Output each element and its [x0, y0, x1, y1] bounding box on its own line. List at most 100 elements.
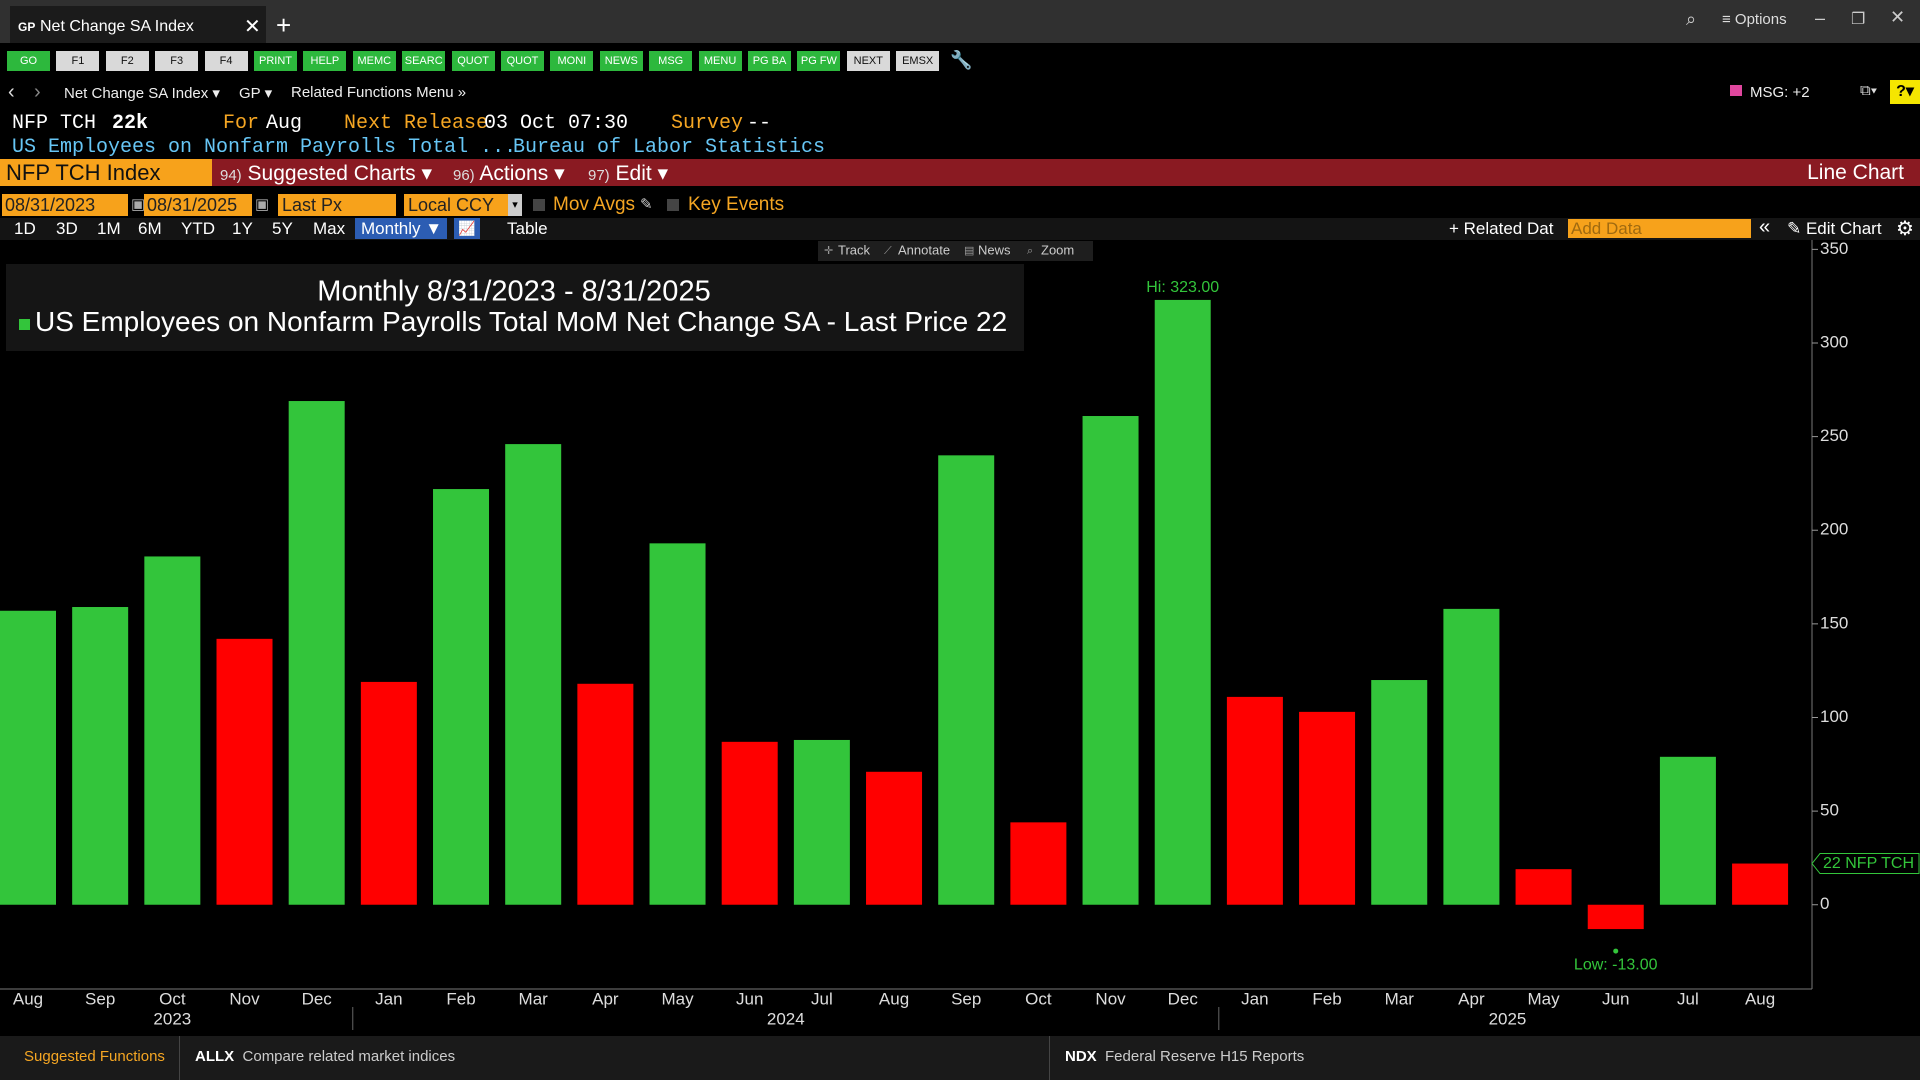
options[interactable]: ≡ Options — [1722, 11, 1787, 28]
x-tick-label: Jun — [1602, 989, 1629, 1008]
pencil-icon[interactable]: ✎ — [640, 196, 653, 213]
calendar-icon[interactable]: ▣ — [255, 196, 270, 213]
msg[interactable]: MSG: +2 — [1750, 84, 1810, 101]
function-key[interactable]: F1 — [56, 51, 100, 71]
legend-box — [6, 264, 1024, 351]
collapse[interactable]: « — [1759, 216, 1771, 238]
x-tick-label: Feb — [446, 989, 475, 1008]
function-key[interactable]: NEWS — [599, 51, 643, 71]
tab[interactable] — [10, 6, 266, 43]
bar — [866, 771, 923, 905]
edit-chart[interactable]: ✎ Edit Chart — [1787, 219, 1882, 238]
chart-tool[interactable]: Annotate — [898, 242, 950, 257]
currency-select[interactable]: Local CCY — [404, 194, 508, 216]
chart-style-button[interactable]: 📈 — [454, 218, 480, 239]
chart-tool[interactable]: Zoom — [1041, 242, 1074, 257]
mov-avgs-checkbox[interactable] — [533, 199, 545, 211]
function-key[interactable]: SEARC — [402, 51, 446, 71]
add-data-input[interactable]: Add Data — [1568, 219, 1751, 238]
table-button[interactable]: Table — [507, 219, 548, 238]
function-key[interactable]: MEMC — [352, 51, 396, 71]
price-tag-box — [1811, 853, 1920, 875]
search-icon[interactable]: ⌕ — [1686, 9, 1697, 29]
function-key[interactable]: PG BA — [748, 51, 791, 71]
period-button[interactable]: 1M — [97, 219, 121, 238]
band-menu[interactable]: 96) Actions ▾ — [453, 162, 565, 185]
key-events[interactable]: Key Events — [688, 194, 785, 215]
band-menu[interactable]: 94) Suggested Charts ▾ — [220, 162, 433, 185]
period-button[interactable]: Max — [313, 219, 346, 238]
wrench[interactable]: 🔧 — [950, 50, 973, 70]
forward[interactable]: › — [34, 81, 41, 103]
frequency-select[interactable]: Monthly ▼ — [355, 218, 447, 239]
tool-icon: ⌕ — [1027, 245, 1033, 257]
related-menu[interactable]: Related Functions Menu » — [291, 84, 467, 101]
function-menu[interactable]: GP ▾ — [239, 85, 273, 102]
layout-icon[interactable]: ⧉▾ — [1860, 82, 1878, 99]
bar — [1226, 696, 1283, 905]
end-date[interactable]: 08/31/2025 — [144, 194, 252, 216]
function-key[interactable]: QUOT — [451, 51, 495, 71]
period-button[interactable]: 5Y — [272, 219, 293, 238]
function-key[interactable]: F2 — [105, 51, 149, 71]
restore[interactable]: ❐ — [1851, 11, 1866, 28]
settings[interactable]: ⚙ — [1896, 218, 1914, 240]
function-key[interactable]: HELP — [303, 51, 347, 71]
function-key[interactable]: EMSX — [896, 51, 940, 71]
function-key[interactable]: GO — [7, 51, 50, 71]
function-key[interactable]: MSG — [649, 51, 693, 71]
x-tick-label: Mar — [1385, 989, 1415, 1008]
function-key[interactable]: PG FW — [797, 51, 841, 71]
chart-type[interactable]: Line Chart — [1807, 161, 1904, 184]
survey-label: Survey — [671, 112, 744, 135]
help-button[interactable]: ?▾ — [1890, 80, 1920, 104]
start-date[interactable]: 08/31/2023 — [2, 194, 128, 216]
related-data[interactable]: + Related Dat — [1449, 219, 1554, 238]
tab-close[interactable]: ✕ — [244, 16, 261, 38]
menu-label: Actions — [479, 162, 549, 185]
legend-name: US Employees on Nonfarm Payrolls Total M… — [35, 306, 968, 337]
period-button[interactable]: 1D — [14, 219, 36, 238]
calendar-icon[interactable]: ▣ — [131, 196, 146, 213]
menu-key: 96) — [453, 167, 475, 184]
x-tick-label: Oct — [159, 989, 186, 1008]
footer-item[interactable]: NDX Federal Reserve H15 Reports — [1065, 1048, 1304, 1065]
function-key[interactable]: MONI — [550, 51, 594, 71]
function-key[interactable]: MENU — [698, 51, 742, 71]
edit-chart-label: Edit Chart — [1805, 219, 1882, 238]
period-button[interactable]: 1Y — [232, 219, 253, 238]
band-menu[interactable]: 97) Edit ▾ — [588, 162, 669, 185]
field-select[interactable]: Last Px — [278, 194, 396, 216]
function-key[interactable]: QUOT — [501, 51, 544, 71]
minimize[interactable]: – — [1815, 8, 1826, 28]
close[interactable]: ✕ — [1890, 7, 1906, 27]
function-key[interactable]: NEXT — [846, 51, 890, 71]
period-button[interactable]: 3D — [56, 219, 78, 238]
footer-item[interactable]: ALLX Compare related market indices — [195, 1048, 455, 1065]
suggested-functions[interactable]: Suggested Functions — [24, 1048, 165, 1065]
new-tab[interactable]: + — [276, 10, 292, 40]
for-label: For — [223, 112, 260, 135]
function-key[interactable]: F4 — [204, 51, 248, 71]
bar — [1010, 822, 1067, 905]
chart: Monthly 8/31/2023 - 8/31/2025 US Employe… — [0, 240, 1920, 1030]
function-key[interactable]: F3 — [155, 51, 199, 71]
period-button[interactable]: 6M — [138, 219, 162, 238]
key-events-checkbox[interactable] — [667, 199, 679, 211]
back[interactable]: ‹ — [8, 81, 15, 103]
security-menu[interactable]: Net Change SA Index ▾ — [64, 85, 220, 102]
x-tick-label: Feb — [1312, 989, 1341, 1008]
currency-dropdown[interactable]: ▾ — [508, 194, 522, 216]
mov-avgs[interactable]: Mov Avgs — [553, 194, 636, 215]
x-tick-label: May — [661, 989, 694, 1008]
security-box[interactable]: NFP TCH Index — [0, 159, 212, 186]
bar — [721, 741, 778, 905]
bar — [1299, 711, 1356, 905]
chart-tool[interactable]: News — [978, 242, 1011, 257]
function-key[interactable]: PRINT — [254, 51, 297, 71]
period-button[interactable]: YTD — [181, 219, 215, 238]
bar — [1443, 608, 1500, 905]
tab-title: Net Change SA Index — [40, 18, 194, 35]
chart-tool[interactable]: Track — [838, 242, 871, 257]
menu-key: 97) — [588, 167, 610, 184]
